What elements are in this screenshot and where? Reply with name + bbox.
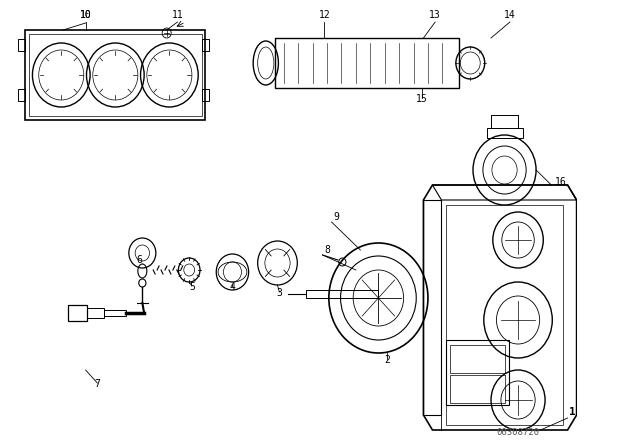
Bar: [25, 30, 205, 120]
Text: 00308720: 00308720: [497, 428, 540, 437]
Text: 8: 8: [324, 245, 330, 255]
Text: 14: 14: [504, 10, 516, 20]
Text: 1: 1: [569, 407, 575, 417]
Text: 5: 5: [189, 282, 195, 292]
Text: 7: 7: [94, 379, 100, 389]
Text: 10: 10: [80, 10, 92, 20]
Bar: [275, 38, 460, 88]
Bar: [68, 305, 88, 321]
Text: 2: 2: [385, 355, 390, 365]
Bar: [451, 345, 504, 373]
Bar: [104, 310, 126, 316]
Bar: [486, 128, 522, 138]
Text: 13: 13: [429, 10, 441, 20]
Bar: [29, 34, 202, 116]
Bar: [446, 340, 509, 405]
Text: 11: 11: [172, 10, 184, 20]
Bar: [307, 290, 378, 298]
Text: 4: 4: [230, 282, 236, 292]
Bar: [446, 205, 563, 425]
Bar: [202, 89, 209, 101]
Bar: [18, 89, 25, 101]
Text: 10: 10: [80, 10, 92, 20]
Text: 6: 6: [137, 255, 143, 265]
Text: 15: 15: [416, 94, 428, 104]
Text: 3: 3: [276, 288, 282, 298]
Bar: [88, 308, 104, 318]
Bar: [18, 39, 25, 51]
Text: 16: 16: [554, 177, 566, 187]
Text: 9: 9: [333, 212, 339, 222]
Bar: [451, 375, 504, 403]
Text: 12: 12: [319, 10, 330, 20]
Bar: [202, 39, 209, 51]
